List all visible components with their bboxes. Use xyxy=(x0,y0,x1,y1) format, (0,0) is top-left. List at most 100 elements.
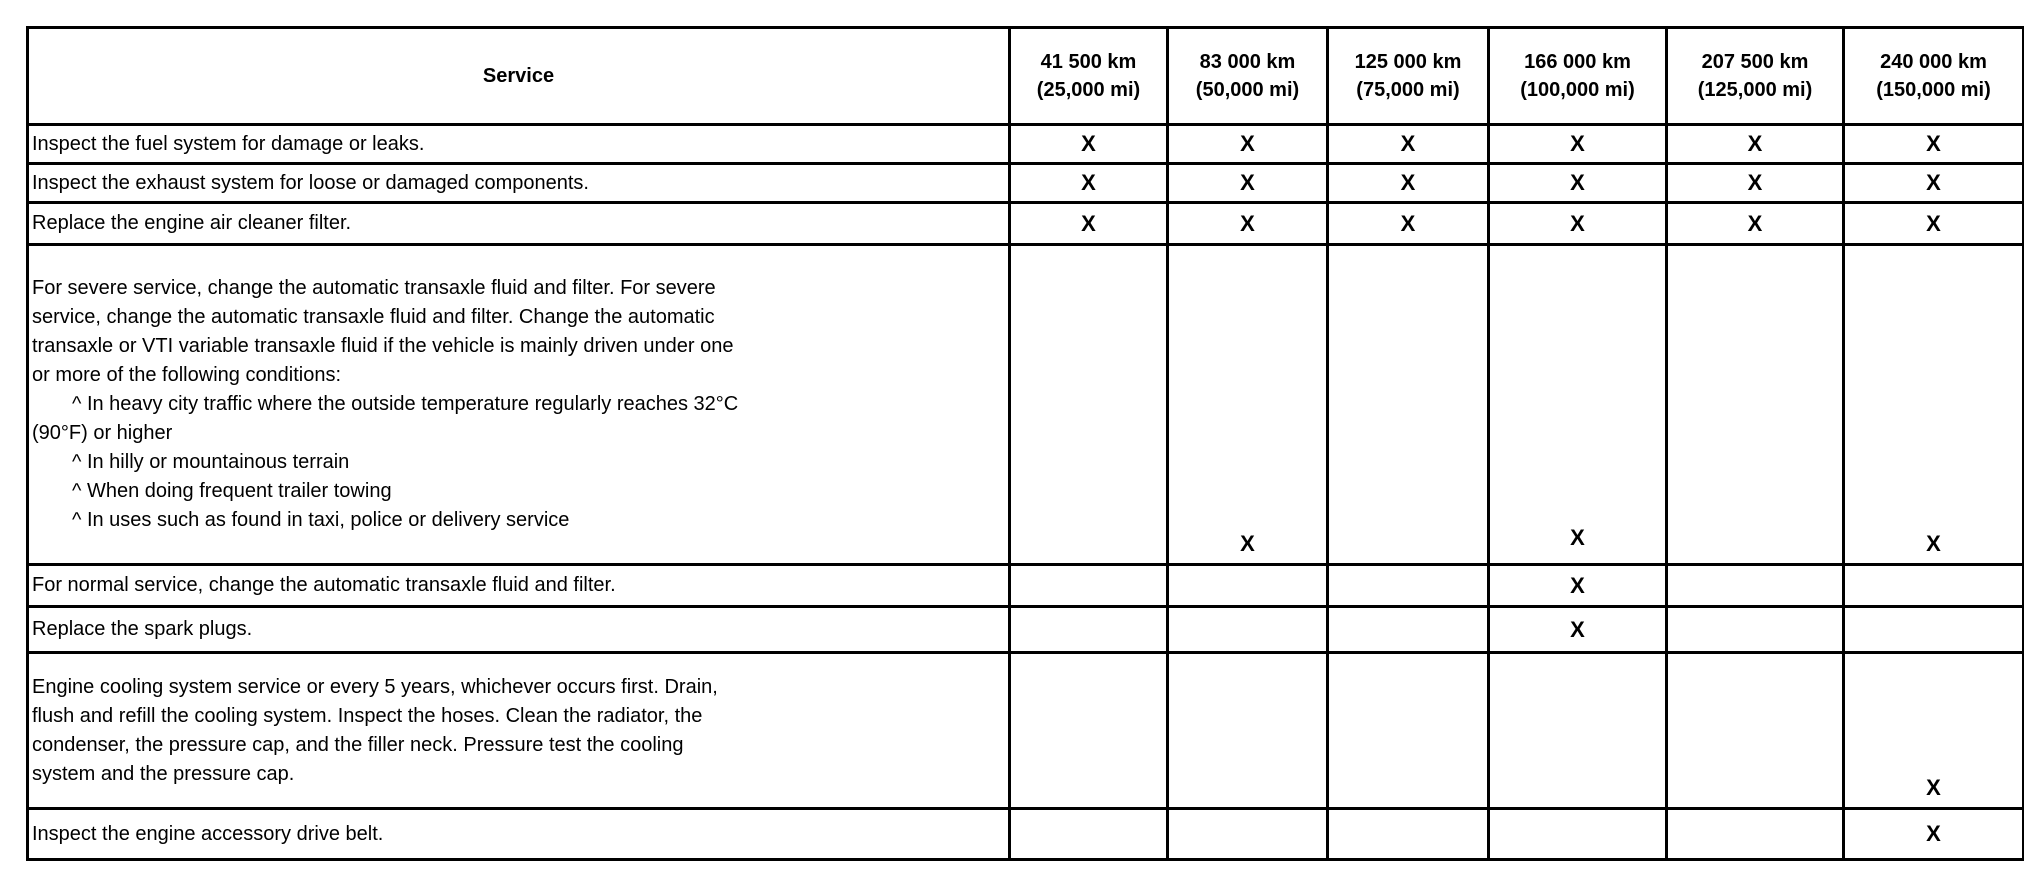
interval-mark: X xyxy=(1326,201,1490,246)
service-description: For severe service, change the automatic… xyxy=(26,243,1011,566)
interval-mark xyxy=(1326,243,1490,566)
description-line: or more of the following conditions: xyxy=(32,364,342,386)
interval-column-header: 240 000 km (150,000 mi) xyxy=(1842,26,2024,126)
service-description: Inspect the engine accessory drive belt. xyxy=(26,807,1011,861)
interval-mark: X xyxy=(1487,243,1668,566)
table-row: For severe service, change the automatic… xyxy=(26,243,2024,566)
interval-mi: (25,000 mi) xyxy=(1036,79,1141,101)
maintenance-schedule-table: Service 41 500 km (25,000 mi) 83 000 km (50… xyxy=(26,26,2024,861)
interval-mark xyxy=(1326,807,1490,861)
interval-mi: (75,000 mi) xyxy=(1356,79,1460,101)
interval-mark xyxy=(1665,563,1845,608)
interval-mark: X xyxy=(1487,123,1668,165)
interval-column-header: 41 500 km (25,000 mi) xyxy=(1008,26,1169,126)
interval-mark xyxy=(1665,243,1845,566)
interval-mark xyxy=(1008,605,1169,654)
interval-mark: X xyxy=(1326,123,1490,165)
table-row: Replace the engine air cleaner filter. X X… xyxy=(26,201,2024,246)
service-description: Engine cooling system service or every 5… xyxy=(26,651,1011,810)
description-line: Replace the spark plugs. xyxy=(32,618,253,640)
description-line: Inspect the exhaust system for loose or … xyxy=(32,171,589,194)
interval-mark: X xyxy=(1665,123,1845,165)
description-line: Inspect the fuel system for damage or le… xyxy=(32,132,425,155)
interval-km: 240 000 km xyxy=(1880,51,1987,73)
table-row: Inspect the engine accessory drive belt.… xyxy=(26,807,2024,861)
interval-mark: X xyxy=(1487,563,1668,608)
description-line: transaxle or VTI variable transaxle flui… xyxy=(32,335,734,357)
interval-mark: X xyxy=(1665,162,1845,204)
interval-mark: X xyxy=(1166,201,1329,246)
interval-km: 166 000 km xyxy=(1524,51,1631,73)
interval-mark xyxy=(1326,651,1490,810)
header-row: Service 41 500 km (25,000 mi) 83 000 km (50… xyxy=(26,26,2024,126)
interval-km: 125 000 km xyxy=(1354,51,1462,73)
interval-mark: X xyxy=(1842,651,2024,810)
interval-km: 83 000 km xyxy=(1199,51,1296,73)
table-row: Replace the spark plugs. X xyxy=(26,605,2024,654)
interval-mark: X xyxy=(1842,201,2024,246)
interval-mark xyxy=(1487,651,1668,810)
service-column-header: Service xyxy=(26,26,1011,126)
interval-mark: X xyxy=(1842,807,2024,861)
description-line: (90°F) or higher xyxy=(32,422,173,444)
service-description: For normal service, change the automatic… xyxy=(26,563,1011,608)
interval-mark: X xyxy=(1842,243,2024,566)
interval-mark: X xyxy=(1665,201,1845,246)
table-row: Inspect the exhaust system for loose or … xyxy=(26,162,2024,204)
interval-mi: (100,000 mi) xyxy=(1520,79,1635,101)
interval-mark xyxy=(1166,651,1329,810)
description-line: Engine cooling system service or every 5… xyxy=(32,675,718,698)
interval-mark: X xyxy=(1166,243,1329,566)
interval-km: 207 500 km xyxy=(1701,51,1809,73)
interval-mi: (150,000 mi) xyxy=(1876,79,1991,101)
interval-mi: (50,000 mi) xyxy=(1195,79,1300,101)
interval-mark: X xyxy=(1166,162,1329,204)
interval-mark: X xyxy=(1487,201,1668,246)
description-line: Replace the engine air cleaner filter. xyxy=(32,212,352,234)
interval-mark: X xyxy=(1487,605,1668,654)
interval-mark xyxy=(1166,563,1329,608)
interval-mark xyxy=(1166,807,1329,861)
interval-mark: X xyxy=(1166,123,1329,165)
description-line: ^ In uses such as found in taxi, police … xyxy=(72,509,570,531)
interval-mark xyxy=(1842,605,2024,654)
table-row: Engine cooling system service or every 5… xyxy=(26,651,2024,810)
interval-mark xyxy=(1326,563,1490,608)
description-line: system and the pressure cap. xyxy=(32,762,295,785)
description-line: For normal service, change the automatic… xyxy=(32,574,616,596)
interval-mark xyxy=(1008,651,1169,810)
interval-mark: X xyxy=(1326,162,1490,204)
interval-mark xyxy=(1842,563,2024,608)
interval-mark: X xyxy=(1008,162,1169,204)
interval-column-header: 83 000 km (50,000 mi) xyxy=(1166,26,1329,126)
interval-column-header: 207 500 km (125,000 mi) xyxy=(1665,26,1845,126)
description-line: ^ In heavy city traffic where the outsid… xyxy=(72,393,739,415)
interval-mark xyxy=(1008,243,1169,566)
interval-mark xyxy=(1326,605,1490,654)
description-line: flush and refill the cooling system. Ins… xyxy=(32,704,703,727)
table-row: For normal service, change the automatic… xyxy=(26,563,2024,608)
description-line: service, change the automatic transaxle … xyxy=(32,306,715,328)
service-description: Inspect the exhaust system for loose or … xyxy=(26,162,1011,204)
interval-mark xyxy=(1487,807,1668,861)
service-description: Replace the engine air cleaner filter. xyxy=(26,201,1011,246)
interval-mi: (125,000 mi) xyxy=(1697,79,1813,101)
interval-mark: X xyxy=(1008,123,1169,165)
interval-km: 41 500 km xyxy=(1040,51,1137,73)
interval-mark xyxy=(1665,807,1845,861)
interval-mark xyxy=(1008,563,1169,608)
interval-mark: X xyxy=(1487,162,1668,204)
interval-mark xyxy=(1665,651,1845,810)
description-line: ^ When doing frequent trailer towing xyxy=(72,480,392,502)
interval-mark xyxy=(1166,605,1329,654)
interval-column-header: 125 000 km (75,000 mi) xyxy=(1326,26,1490,126)
description-line: ^ In hilly or mountainous terrain xyxy=(72,451,350,473)
service-description: Replace the spark plugs. xyxy=(26,605,1011,654)
description-line: Inspect the engine accessory drive belt. xyxy=(32,822,384,845)
interval-column-header: 166 000 km (100,000 mi) xyxy=(1487,26,1668,126)
interval-mark xyxy=(1008,807,1169,861)
service-description: Inspect the fuel system for damage or le… xyxy=(26,123,1011,165)
description-line: condenser, the pressure cap, and the fil… xyxy=(32,733,684,756)
interval-mark: X xyxy=(1842,162,2024,204)
description-line: For severe service, change the automatic… xyxy=(32,277,716,299)
